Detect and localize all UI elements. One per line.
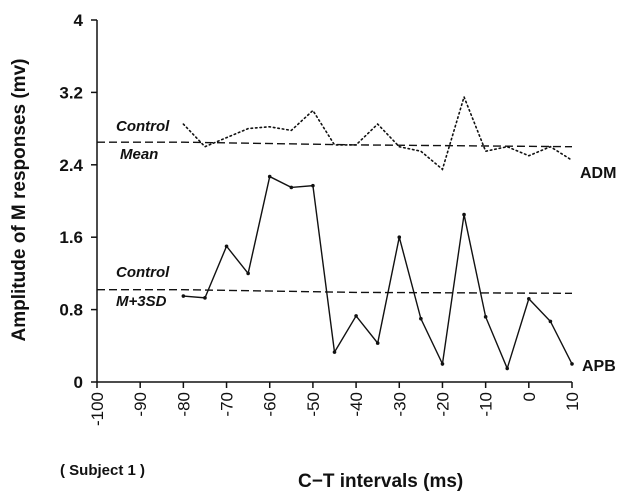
x-tick-label: -60 (261, 392, 280, 417)
axes-layer: 00.81.62.43.24-100 -90 -80 -70 -60 -50 -40 -30-… (59, 11, 582, 426)
data-point-apb (462, 212, 466, 217)
subject-note: ( Subject 1 ) (60, 462, 145, 479)
series-line-adm (182, 94, 573, 171)
series-layer (181, 94, 574, 371)
x-axis-title: C−T intervals (ms) (298, 471, 463, 491)
y-tick-label: 2.4 (59, 156, 83, 175)
data-point-apb (397, 235, 402, 239)
reference-label-sd-control: Control (116, 264, 170, 281)
x-tick-label: -70 (218, 392, 237, 417)
x-tick-label: 10 (563, 392, 582, 411)
y-axis-title: Amplitude of M responses (mv) (9, 59, 30, 342)
data-point-apb (505, 366, 510, 371)
y-tick-label: 1.6 (59, 228, 83, 247)
data-point-apb (224, 244, 229, 249)
data-point-apb (354, 314, 358, 318)
data-point-apb (289, 185, 294, 190)
control-mean-line (97, 141, 573, 148)
data-point-apb (483, 315, 488, 319)
y-tick-label: 3.2 (59, 83, 83, 102)
data-point-apb (181, 294, 186, 298)
x-tick-label: -40 (347, 392, 366, 417)
control-m3sd-line (97, 288, 573, 295)
reference-label-sd: M+3SD (116, 293, 167, 310)
y-tick-label: 4 (74, 11, 84, 30)
x-tick-label: -20 (433, 392, 452, 417)
data-point-apb (246, 271, 250, 276)
data-point-apb (570, 362, 574, 366)
x-tick-label: -100 (88, 392, 107, 426)
data-point-apb (311, 183, 315, 188)
y-tick-label: 0.8 (59, 301, 83, 320)
x-tick-label: -30 (390, 392, 409, 417)
reference-lines-layer (97, 141, 573, 295)
x-tick-label: -80 (174, 392, 193, 417)
data-point-apb (375, 341, 380, 345)
x-tick-label: -50 (304, 392, 323, 417)
reference-label-mean: Mean (120, 146, 158, 163)
data-point-apb (267, 174, 272, 179)
series-label-adm: ADM (580, 165, 616, 182)
y-tick-label: 0 (74, 373, 83, 392)
data-point-apb (419, 316, 423, 321)
x-tick-label: -90 (131, 392, 150, 417)
data-point-apb (332, 350, 337, 354)
data-point-apb (527, 296, 531, 301)
x-tick-label: -10 (477, 392, 496, 417)
series-line-apb (183, 175, 573, 371)
x-tick-label: 0 (520, 392, 539, 401)
reference-label-mean-control: Control (116, 118, 170, 135)
data-point-apb (440, 362, 445, 366)
series-label-apb: APB (582, 358, 616, 375)
data-point-apb (548, 319, 553, 324)
data-point-apb (203, 296, 207, 300)
